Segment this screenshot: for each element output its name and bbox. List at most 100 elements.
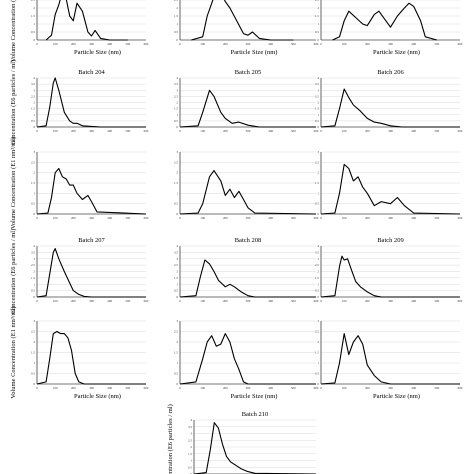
x-tick-label: 600 bbox=[144, 216, 149, 220]
y-tick-label: 1 bbox=[176, 191, 178, 195]
x-tick-label: 300 bbox=[246, 42, 251, 46]
y-tick-label: 1.5 bbox=[174, 14, 178, 18]
x-tick-label: 0 bbox=[320, 216, 322, 220]
x-tick-label: 200 bbox=[365, 216, 370, 220]
x-tick-label: 400 bbox=[107, 216, 112, 220]
x-tick-label: 500 bbox=[125, 216, 130, 220]
x-tick-label: 500 bbox=[291, 42, 296, 46]
series-line bbox=[320, 255, 460, 298]
y-tick-label: 3 bbox=[33, 150, 35, 154]
series-line bbox=[36, 167, 147, 215]
x-tick-label: 100 bbox=[200, 216, 205, 220]
x-tick-label: 300 bbox=[388, 129, 393, 133]
chart-panel-b207-vol: 0 0.5 1 1.5 2 2.5 3 0 100 200 300 400 500 600 Particle… bbox=[10, 306, 149, 400]
x-tick-label: 0 bbox=[179, 299, 181, 303]
y-tick-label: 0 bbox=[176, 295, 178, 299]
x-tick-label: 500 bbox=[291, 216, 296, 220]
series-line bbox=[179, 170, 317, 215]
x-tick-label: 100 bbox=[342, 42, 347, 46]
y-tick-label: 4 bbox=[176, 244, 178, 248]
x-tick-label: 300 bbox=[388, 299, 393, 303]
x-tick-label: 200 bbox=[71, 216, 76, 220]
x-tick-label: 300 bbox=[89, 42, 94, 46]
y-axis-label: Concentration (E6 particles / ml) bbox=[10, 60, 17, 146]
x-tick-label: 300 bbox=[246, 129, 251, 133]
y-tick-label: 0 bbox=[190, 472, 192, 474]
x-tick-label: 600 bbox=[144, 299, 149, 303]
y-tick-label: 3 bbox=[33, 257, 35, 261]
series-line bbox=[45, 0, 128, 41]
y-tick-label: 1 bbox=[176, 361, 178, 365]
y-tick-label: 2.5 bbox=[315, 263, 319, 267]
y-tick-label: 2.5 bbox=[315, 160, 319, 164]
series-line bbox=[320, 163, 461, 215]
x-tick-label: 0 bbox=[320, 386, 322, 390]
x-tick-label: 400 bbox=[268, 216, 273, 220]
x-tick-label: 600 bbox=[144, 129, 149, 133]
x-tick-label: 200 bbox=[223, 299, 228, 303]
y-tick-label: 4 bbox=[190, 418, 192, 422]
x-tick-label: 500 bbox=[125, 299, 130, 303]
y-tick-label: 1 bbox=[176, 22, 178, 26]
y-tick-label: 0.5 bbox=[174, 30, 178, 34]
x-tick-label: 200 bbox=[71, 386, 76, 390]
x-tick-label: 300 bbox=[246, 299, 251, 303]
chart-panel-b205-conc: 00.511.522.533.540 100 200 300 400 500 600Batc… bbox=[174, 69, 319, 133]
y-tick-label: 0.5 bbox=[315, 372, 319, 376]
y-axis-label: Concentration (E6 particles / ml) bbox=[10, 229, 17, 315]
y-tick-label: 1.5 bbox=[315, 14, 319, 18]
y-tick-label: 2.5 bbox=[174, 94, 178, 98]
y-tick-label: 2 bbox=[176, 6, 178, 10]
y-tick-label: 1.5 bbox=[315, 107, 319, 111]
x-tick-label: 300 bbox=[388, 216, 393, 220]
y-tick-label: 1 bbox=[33, 113, 35, 117]
y-tick-label: 3 bbox=[317, 88, 319, 92]
x-tick-label: 500 bbox=[291, 129, 296, 133]
x-tick-label: 600 bbox=[314, 216, 319, 220]
y-tick-label: 0 bbox=[33, 212, 35, 216]
y-tick-label: 2 bbox=[176, 171, 178, 175]
x-tick-label: 200 bbox=[71, 299, 76, 303]
y-tick-label: 3 bbox=[33, 88, 35, 92]
y-tick-label: 2 bbox=[317, 6, 319, 10]
x-tick-label: 200 bbox=[365, 129, 370, 133]
x-tick-label: 600 bbox=[458, 129, 463, 133]
y-tick-label: 1 bbox=[317, 282, 319, 286]
y-tick-label: 3 bbox=[317, 257, 319, 261]
y-tick-label: 3 bbox=[176, 88, 178, 92]
y-tick-label: 0 bbox=[317, 38, 319, 42]
y-tick-label: 2 bbox=[33, 340, 35, 344]
chart-panel-b206-vol: 0 0.5 1 1.5 2 2.5 3 0 100 200 300 400 500 600 bbox=[315, 150, 463, 220]
chart-panel-b207-conc: 0 0.5 1 1.5 2 2.5 3 3.5 4 0 100 200 300 400 500 600 Batc… bbox=[10, 229, 149, 315]
x-tick-label: 600 bbox=[144, 42, 149, 46]
x-tick-label: 400 bbox=[107, 129, 112, 133]
x-tick-label: 500 bbox=[434, 216, 439, 220]
x-tick-label: 500 bbox=[434, 42, 439, 46]
chart-panel-b204-conc: 0 0.5 1 1.5 2 2.5 3 3.5 4 0 100 200 300 400 500 600 Batc… bbox=[10, 60, 149, 146]
y-tick-label: 2.5 bbox=[174, 330, 178, 334]
chart-panel-b208-vol: 00.511.522.530 100 200 300 400 500 600Particle… bbox=[174, 319, 319, 400]
y-tick-label: 0 bbox=[33, 295, 35, 299]
y-tick-label: 0 bbox=[176, 382, 178, 386]
y-tick-label: 2.5 bbox=[315, 0, 319, 2]
y-tick-label: 0.5 bbox=[174, 202, 178, 206]
x-tick-label: 0 bbox=[36, 42, 38, 46]
x-tick-label: 500 bbox=[125, 386, 130, 390]
x-tick-label: 200 bbox=[71, 42, 76, 46]
x-tick-label: 400 bbox=[107, 386, 112, 390]
x-tick-label: 300 bbox=[89, 386, 94, 390]
y-tick-label: 0.5 bbox=[315, 289, 319, 293]
y-tick-label: 0.5 bbox=[188, 465, 192, 469]
y-tick-label: 0 bbox=[176, 125, 178, 129]
y-tick-label: 0.5 bbox=[31, 119, 35, 123]
y-tick-label: 1.5 bbox=[31, 107, 35, 111]
y-tick-label: 1.5 bbox=[315, 181, 319, 185]
y-tick-label: 1 bbox=[33, 361, 35, 365]
x-tick-label: 600 bbox=[458, 386, 463, 390]
y-tick-label: 1.5 bbox=[174, 107, 178, 111]
x-tick-label: 0 bbox=[320, 42, 322, 46]
x-tick-label: 200 bbox=[365, 42, 370, 46]
y-tick-label: 3 bbox=[176, 150, 178, 154]
y-tick-label: 2 bbox=[33, 171, 35, 175]
